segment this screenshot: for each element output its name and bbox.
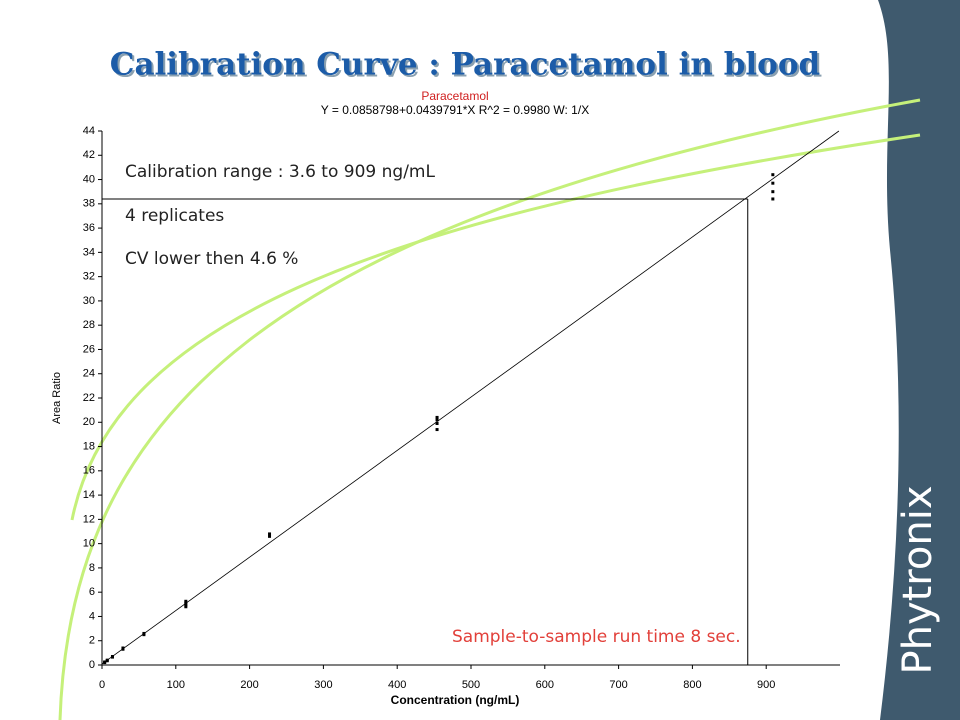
y-tick-label: 10 bbox=[83, 538, 95, 550]
y-tick-label: 32 bbox=[83, 271, 95, 283]
x-tick-label: 200 bbox=[240, 679, 258, 691]
decor-curve bbox=[70, 133, 921, 521]
point bbox=[184, 601, 188, 605]
point bbox=[771, 181, 775, 185]
y-tick-label: 28 bbox=[83, 319, 95, 331]
side-band bbox=[878, 0, 960, 720]
x-tick-label: 400 bbox=[388, 679, 406, 691]
point bbox=[105, 658, 109, 662]
x-axis-label: Concentration (ng/mL) bbox=[391, 693, 520, 707]
point bbox=[184, 605, 188, 609]
chart-subtitle: Y = 0.0858798+0.0439791*X R^2 = 0.9980 W… bbox=[321, 103, 589, 117]
x-tick-label: 800 bbox=[683, 679, 701, 691]
y-tick-label: 30 bbox=[83, 295, 95, 307]
point bbox=[142, 631, 146, 635]
x-tick-label: 500 bbox=[462, 679, 480, 691]
point bbox=[268, 532, 272, 536]
y-tick-label: 20 bbox=[83, 416, 95, 428]
x-tick-label: 900 bbox=[757, 679, 775, 691]
annotation: Sample-to-sample run time 8 sec. bbox=[452, 627, 741, 647]
point bbox=[435, 428, 439, 432]
point bbox=[121, 646, 125, 650]
y-tick-label: 8 bbox=[89, 562, 95, 574]
y-tick-label: 2 bbox=[89, 635, 95, 647]
annotation: 4 replicates bbox=[125, 206, 224, 226]
y-tick-label: 42 bbox=[83, 149, 95, 161]
decor-curve bbox=[58, 98, 921, 720]
y-tick-label: 12 bbox=[83, 513, 95, 525]
y-tick-label: 38 bbox=[83, 198, 95, 210]
x-tick-label: 700 bbox=[609, 679, 627, 691]
point bbox=[771, 190, 775, 194]
x-tick-label: 100 bbox=[167, 679, 185, 691]
annotation: Calibration range : 3.6 to 909 ng/mL bbox=[125, 162, 435, 182]
logo: Phytronix bbox=[895, 485, 941, 674]
point bbox=[771, 173, 775, 177]
x-tick-label: 300 bbox=[314, 679, 332, 691]
annotation: CV lower then 4.6 % bbox=[125, 249, 298, 269]
point bbox=[771, 197, 775, 201]
point bbox=[184, 603, 188, 607]
y-tick-label: 4 bbox=[89, 610, 95, 622]
x-tick-label: 600 bbox=[536, 679, 554, 691]
y-tick-label: 24 bbox=[83, 368, 95, 380]
point bbox=[435, 415, 439, 419]
y-tick-label: 16 bbox=[83, 465, 95, 477]
y-tick-label: 18 bbox=[83, 440, 95, 452]
y-tick-label: 36 bbox=[83, 222, 95, 234]
fit-line bbox=[101, 130, 840, 665]
y-tick-label: 6 bbox=[89, 586, 95, 598]
point bbox=[103, 660, 107, 664]
x-tick-label: 0 bbox=[99, 679, 105, 691]
y-tick-label: 0 bbox=[89, 659, 95, 671]
title-shadow: Calibration Curve : Paracetamol in blood bbox=[112, 49, 822, 85]
point bbox=[184, 599, 188, 603]
y-tick-label: 22 bbox=[83, 392, 95, 404]
y-axis-label: Area Ratio bbox=[51, 372, 63, 424]
y-tick-label: 26 bbox=[83, 343, 95, 355]
point bbox=[435, 418, 439, 422]
y-tick-label: 44 bbox=[83, 125, 95, 137]
y-tick-label: 40 bbox=[83, 173, 95, 185]
chart-title: Paracetamol bbox=[421, 89, 488, 103]
point bbox=[435, 421, 439, 425]
point bbox=[110, 655, 114, 659]
y-tick-label: 34 bbox=[83, 246, 95, 258]
y-tick-label: 14 bbox=[83, 489, 95, 501]
point bbox=[268, 534, 272, 538]
slide-title: Calibration Curve : Paracetamol in blood bbox=[110, 47, 820, 83]
